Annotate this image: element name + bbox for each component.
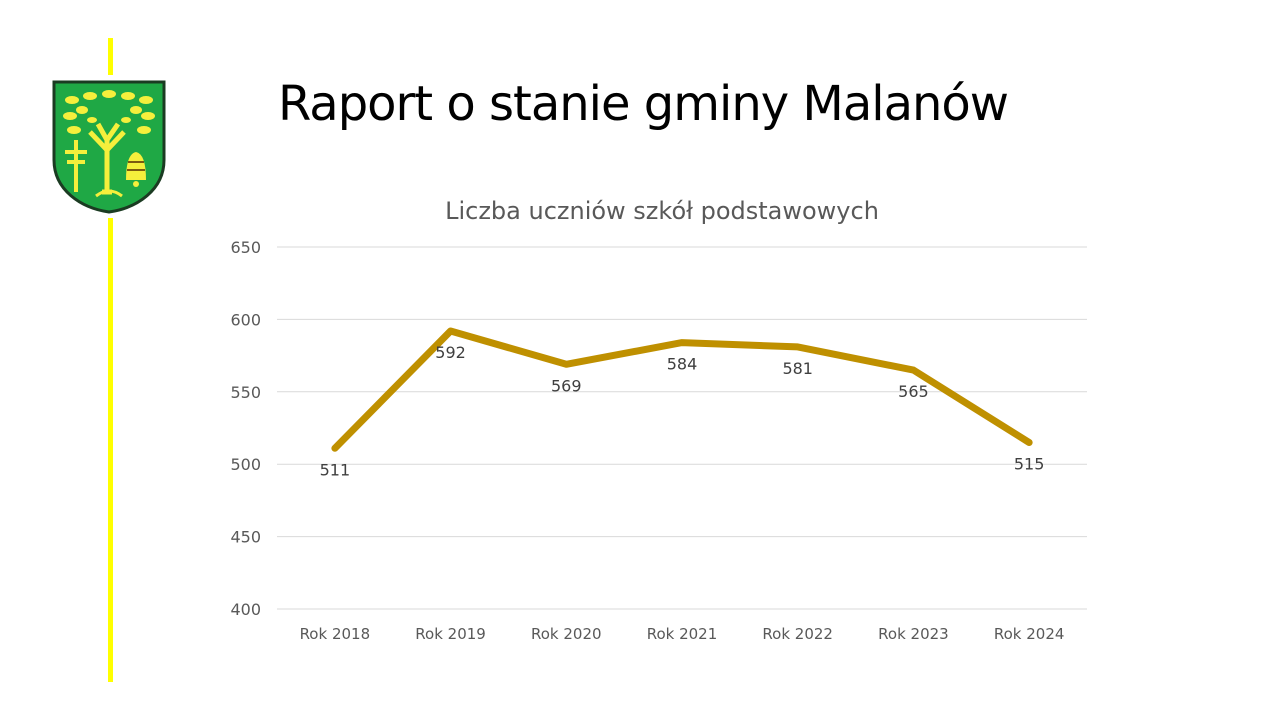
slide-title: Raport o stanie gminy Malanów [278,76,1009,132]
x-tick-label: Rok 2024 [994,625,1065,643]
y-tick-label: 650 [230,238,261,257]
accent-line-top [108,38,113,75]
x-tick-label: Rok 2019 [415,625,486,643]
data-label: 581 [782,359,813,378]
x-tick-label: Rok 2023 [878,625,949,643]
y-tick-label: 500 [230,455,261,474]
data-label: 584 [667,355,698,374]
data-label: 515 [1014,454,1045,473]
x-tick-label: Rok 2018 [300,625,371,643]
accent-line-bottom [108,218,113,682]
x-tick-label: Rok 2022 [762,625,833,643]
data-label: 565 [898,382,929,401]
x-tick-label: Rok 2020 [531,625,602,643]
y-tick-label: 550 [230,383,261,402]
y-tick-label: 400 [230,600,261,619]
y-tick-label: 450 [230,528,261,547]
data-label: 511 [320,460,351,479]
chart-title: Liczba uczniów szkół podstawowych [445,197,879,225]
data-label: 592 [435,343,466,362]
y-tick-label: 600 [230,310,261,329]
data-label: 569 [551,376,582,395]
x-tick-label: Rok 2021 [647,625,718,643]
coat-of-arms-logo [52,80,166,214]
